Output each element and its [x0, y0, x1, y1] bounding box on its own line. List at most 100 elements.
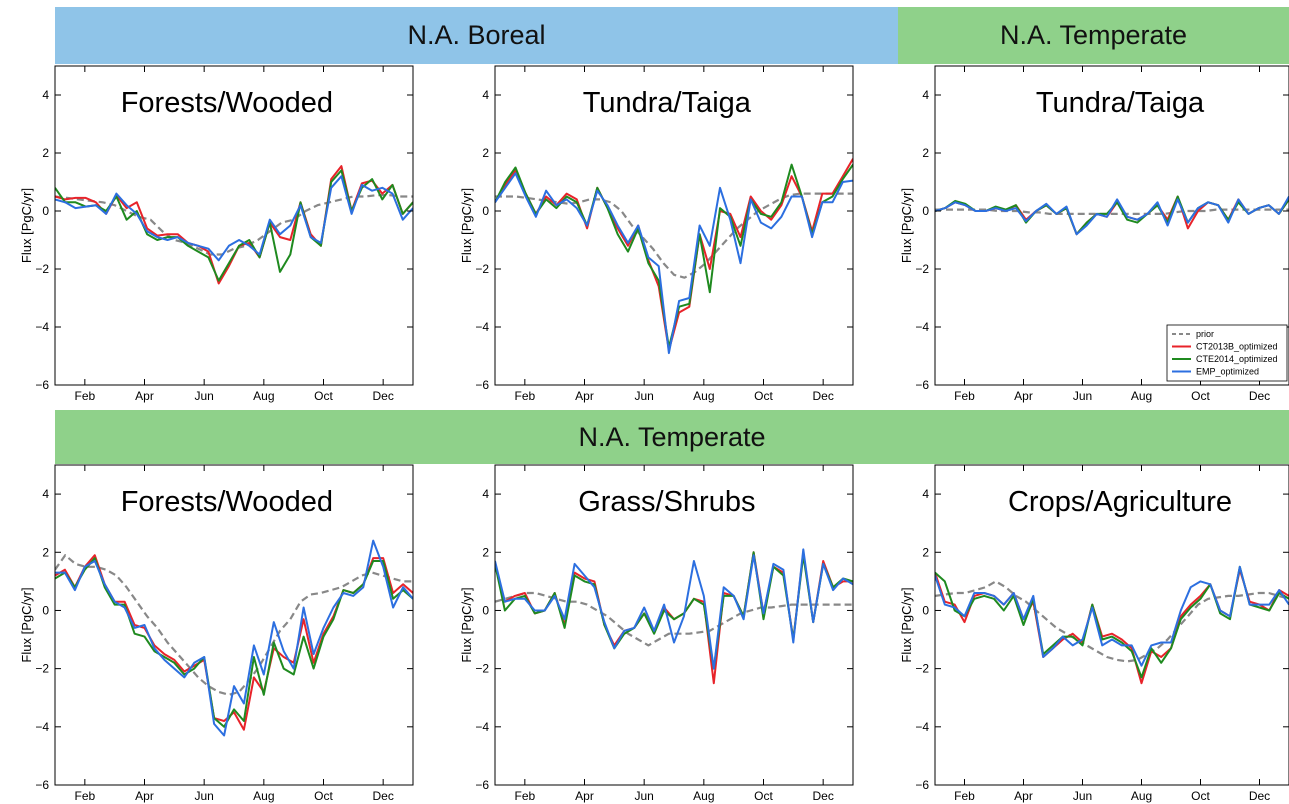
series-line-prior: [935, 580, 1289, 663]
legend-entry: EMP_optimized: [1196, 367, 1259, 377]
x-tick-label: Feb: [954, 389, 975, 403]
panel-title: Forests/Wooded: [121, 486, 333, 518]
y-tick-label: −2: [915, 662, 929, 676]
x-tick-label: Oct: [754, 789, 773, 803]
banner-na-temperate-top: N.A. Temperate: [898, 7, 1289, 64]
y-tick-label: 2: [922, 146, 929, 160]
series-line-prior: [55, 554, 413, 696]
chart-panel-5: 4 2 0 −2 −4 −6 Feb Apr Jun Aug Oct Dec Flux [PgC/yr]…: [459, 464, 854, 803]
x-tick-label: Feb: [74, 389, 95, 403]
panel-title: Tundra/Taiga: [1036, 87, 1205, 119]
chart-panel-3: 4 2 0 −2 −4 −6 Feb Apr Jun Aug Oct Dec Flux [PgC/yr]…: [899, 65, 1289, 403]
y-tick-label: 4: [922, 487, 929, 501]
y-tick-label: −2: [475, 262, 489, 276]
plot-frame: [934, 65, 1289, 386]
y-tick-label: 0: [922, 204, 929, 218]
y-tick-label: −2: [475, 662, 489, 676]
banner-label: N.A. Temperate: [999, 20, 1188, 50]
x-tick-label: Jun: [1073, 389, 1092, 403]
banner-label: N.A. Boreal: [407, 20, 546, 50]
y-tick-label: −6: [915, 778, 929, 792]
plot-frame: [934, 464, 1289, 786]
x-tick-label: Jun: [194, 789, 213, 803]
y-tick-label: −6: [475, 378, 489, 392]
x-tick-label: Oct: [754, 389, 773, 403]
plot-area: [55, 66, 413, 385]
y-tick-label: 2: [42, 545, 49, 559]
y-tick-label: 0: [482, 204, 489, 218]
series-lines: [55, 539, 413, 737]
panel-title: Forests/Wooded: [121, 87, 333, 119]
x-tick-label: Apr: [575, 389, 594, 403]
y-axis-label: Flux [PgC/yr]: [459, 188, 474, 263]
x-tick-label: Dec: [1249, 389, 1270, 403]
series-line-cte2014-optimized: [55, 557, 413, 728]
x-tick-label: Jun: [634, 789, 653, 803]
x-tick-label: Feb: [514, 389, 535, 403]
plot-frame: [494, 65, 854, 386]
y-tick-label: 0: [42, 204, 49, 218]
x-tick-label: Aug: [693, 389, 714, 403]
x-tick-label: Dec: [812, 389, 833, 403]
y-tick-label: 0: [482, 603, 489, 617]
plot-frame: [54, 65, 414, 386]
y-tick-label: −4: [35, 320, 49, 334]
y-tick-label: −2: [35, 662, 49, 676]
panel-title: Grass/Shrubs: [578, 486, 755, 518]
series-line-emp-optimized: [55, 539, 413, 737]
x-tick-label: Oct: [314, 389, 333, 403]
series-lines: [935, 195, 1289, 236]
x-tick-label: Feb: [514, 789, 535, 803]
series-line-emp-optimized: [935, 565, 1289, 667]
x-tick-label: Aug: [253, 389, 274, 403]
y-tick-label: −4: [475, 320, 489, 334]
y-tick-label: −6: [915, 378, 929, 392]
plot-frame: [54, 464, 414, 786]
x-tick-label: Aug: [693, 789, 714, 803]
series-line-cte2014-optimized: [935, 565, 1289, 679]
y-tick-label: −4: [915, 320, 929, 334]
series-line-prior: [935, 208, 1289, 215]
x-tick-label: Dec: [812, 789, 833, 803]
chart-panel-4: 4 2 0 −2 −4 −6 Feb Apr Jun Aug Oct Dec Flux [PgC/yr]…: [19, 464, 414, 803]
x-tick-label: Apr: [1014, 389, 1033, 403]
x-tick-label: Oct: [314, 789, 333, 803]
banner-label: N.A. Temperate: [578, 421, 766, 452]
x-tick-label: Aug: [1131, 789, 1152, 803]
legend-entry: CT2013B_optimized: [1196, 342, 1278, 352]
panel-title: Tundra/Taiga: [583, 87, 752, 119]
y-tick-label: 4: [482, 487, 489, 501]
series-lines: [495, 548, 853, 685]
banner-na-temperate-bottom: N.A. Temperate: [55, 410, 1289, 464]
y-tick-label: −4: [475, 720, 489, 734]
legend-entry: CTE2014_optimized: [1196, 354, 1278, 364]
x-tick-label: Feb: [954, 789, 975, 803]
series-lines: [935, 565, 1289, 685]
series-lines: [55, 165, 413, 285]
y-tick-label: 2: [42, 146, 49, 160]
y-tick-label: 2: [922, 545, 929, 559]
x-tick-label: Aug: [1131, 389, 1152, 403]
x-tick-label: Oct: [1191, 789, 1210, 803]
series-lines: [495, 158, 853, 355]
chart-panel-2: 4 2 0 −2 −4 −6 Feb Apr Jun Aug Oct Dec Flux [PgC/yr]…: [459, 65, 854, 403]
x-tick-label: Oct: [1191, 389, 1210, 403]
chart-panel-1: 4 2 0 −2 −4 −6 Feb Apr Jun Aug Oct Dec Flux [PgC/yr]…: [19, 65, 414, 403]
series-line-prior: [55, 194, 413, 256]
y-axis-label: Flux [PgC/yr]: [899, 188, 914, 263]
plot-area: [935, 465, 1289, 785]
x-tick-label: Apr: [135, 789, 154, 803]
y-tick-label: 0: [922, 603, 929, 617]
y-tick-label: 2: [482, 545, 489, 559]
x-tick-label: Apr: [1014, 789, 1033, 803]
x-tick-label: Jun: [194, 389, 213, 403]
y-tick-label: 4: [922, 88, 929, 102]
series-line-emp-optimized: [495, 172, 853, 355]
series-line-emp-optimized: [55, 175, 413, 262]
series-line-emp-optimized: [935, 195, 1289, 236]
x-tick-label: Dec: [1249, 789, 1270, 803]
plot-area: [495, 465, 853, 785]
x-tick-label: Jun: [634, 389, 653, 403]
y-tick-label: −2: [35, 262, 49, 276]
